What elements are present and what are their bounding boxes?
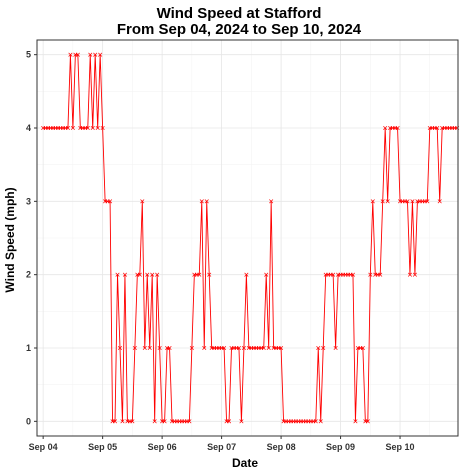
data-point [264,272,269,277]
y-tick-label: 5 [26,50,31,60]
data-point [145,272,150,277]
data-point [353,419,358,424]
x-tick-label: Sep 07 [207,442,236,452]
x-tick-label: Sep 04 [29,442,58,452]
data-point [199,199,204,204]
data-point [65,125,70,131]
data-point [378,272,383,277]
data-point [202,345,207,351]
y-tick-label: 0 [26,416,31,426]
data-point [75,52,80,57]
chart-subtitle: From Sep 04, 2024 to Sep 10, 2024 [117,21,362,38]
data-point [333,345,338,351]
data-point [100,125,105,131]
data-point [261,345,266,351]
x-tick-label: Sep 05 [88,442,117,452]
data-point [150,272,155,277]
data-point [244,272,249,277]
x-tick-label: Sep 10 [386,442,415,452]
data-point [380,199,385,204]
y-axis: 0 1 2 3 4 5 [26,50,37,426]
data-point [95,125,100,131]
data-point [187,419,192,424]
data-point [207,272,212,277]
data-point [152,419,157,424]
data-point [189,345,194,351]
data-point [437,199,442,204]
data-point [425,199,430,204]
data-point [98,52,103,57]
data-point [88,52,93,57]
data-point [407,272,413,277]
y-tick-label: 1 [26,343,31,353]
data-point [147,345,152,351]
data-point [313,419,318,424]
data-point [316,345,321,351]
x-tick-label: Sep 06 [148,442,177,452]
data-point [360,345,365,351]
data-point [115,272,120,277]
y-axis-title: Wind Speed (mph) [3,187,17,292]
y-tick-label: 2 [26,270,31,280]
data-point [269,199,274,204]
data-point [167,345,172,351]
x-tick-label: Sep 08 [267,442,296,452]
data-point [140,199,145,204]
data-point [383,125,388,131]
data-point [318,419,323,424]
data-point [395,125,400,131]
data-point [410,199,415,204]
data-point [350,272,356,277]
data-point [321,345,326,351]
data-point [155,272,160,277]
series-line [43,54,458,422]
panel-border [36,39,459,437]
data-point [204,199,209,204]
data-point [90,125,95,131]
data-point [412,272,417,277]
data-point [197,272,202,277]
data-point [117,345,123,351]
x-axis-title: Date [232,456,258,470]
data-point [130,419,135,424]
data-point [68,52,73,57]
data-point [266,345,271,351]
data-point [120,419,125,424]
data-point [368,272,373,277]
data-point [162,419,167,424]
data-point [331,272,336,277]
grid [37,40,458,436]
data-point [142,345,147,351]
data-point [435,125,440,131]
data-point [241,345,246,351]
data-point [365,419,370,424]
markers-layer [41,52,460,424]
chart-title: Wind Speed at Stafford [157,5,322,22]
data-point [70,125,75,131]
data-point [93,52,98,57]
y-tick-label: 3 [26,196,31,206]
data-point [405,199,410,204]
data-point [222,345,227,351]
data-point [370,199,375,204]
data-point [236,345,241,351]
data-point [137,272,142,277]
data-point [122,272,127,277]
data-point [112,419,118,424]
data-point [239,419,244,424]
data-point [279,345,284,351]
data-point [385,199,390,204]
data-point [132,345,137,351]
data-point [108,199,113,204]
data-point [226,419,232,424]
data-point [157,345,162,351]
series-layer [43,54,458,422]
x-axis: Sep 04 Sep 05 Sep 06 Sep 07 Sep 08 Sep 09 Sep … [29,436,415,452]
y-tick-label: 4 [26,123,31,133]
x-tick-label: Sep 09 [326,442,355,452]
data-point [85,125,90,131]
